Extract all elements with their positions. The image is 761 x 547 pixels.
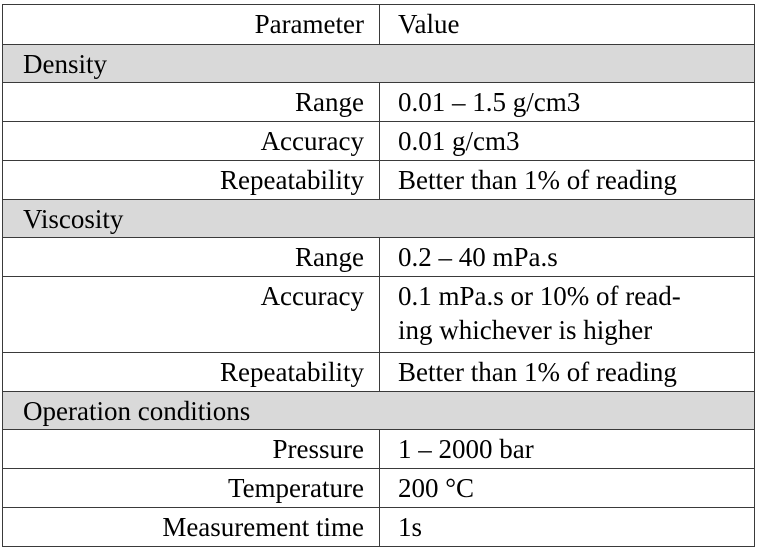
param-cell: Repeatability xyxy=(3,353,380,391)
table-row: Range 0.01 – 1.5 g/cm3 xyxy=(3,82,754,121)
param-cell: Accuracy xyxy=(3,122,380,160)
param-cell: Range xyxy=(3,83,380,121)
section-title: Density xyxy=(23,49,107,79)
header-value: Value xyxy=(398,9,460,39)
value-cell: Better than 1% of reading xyxy=(398,165,677,195)
value-cell: 0.01 – 1.5 g/cm3 xyxy=(398,87,581,117)
specifications-table: Parameter Value Density Range 0.01 – 1.5… xyxy=(2,4,755,547)
param-cell: Temperature xyxy=(3,469,380,507)
section-operation-conditions: Operation conditions xyxy=(3,391,754,429)
header-row: Parameter Value xyxy=(3,5,754,44)
value-cell: 0.01 g/cm3 xyxy=(398,126,520,156)
table-row: Pressure 1 – 2000 bar xyxy=(3,429,754,468)
table-row: Range 0.2 – 40 mPa.s xyxy=(3,237,754,276)
param-cell: Repeatability xyxy=(3,161,380,199)
value-cell: 0.2 – 40 mPa.s xyxy=(398,242,558,272)
section-title: Viscosity xyxy=(23,204,124,234)
param-cell: Accuracy xyxy=(3,277,380,352)
table-row: Measurement time 1s xyxy=(3,507,754,546)
value-cell: Better than 1% of reading xyxy=(398,357,677,387)
param-cell: Pressure xyxy=(3,430,380,468)
value-cell: 0.1 mPa.s or 10% of read- ing whichever … xyxy=(380,277,754,352)
value-cell: 1 – 2000 bar xyxy=(398,434,534,464)
value-cell: 200 °C xyxy=(398,473,475,503)
table-row: Repeatability Better than 1% of reading xyxy=(3,160,754,199)
param-cell: Measurement time xyxy=(3,508,380,546)
table-row: Accuracy 0.1 mPa.s or 10% of read- ing w… xyxy=(3,276,754,352)
header-parameter: Parameter xyxy=(3,5,380,44)
value-line-2: ing whichever is higher xyxy=(398,315,653,345)
value-line-1: 0.1 mPa.s or 10% of read- xyxy=(398,281,681,311)
param-cell: Range xyxy=(3,238,380,276)
table-row: Repeatability Better than 1% of reading xyxy=(3,352,754,391)
section-density: Density xyxy=(3,44,754,82)
table-row: Accuracy 0.01 g/cm3 xyxy=(3,121,754,160)
table-row: Temperature 200 °C xyxy=(3,468,754,507)
section-viscosity: Viscosity xyxy=(3,199,754,237)
value-cell: 1s xyxy=(398,512,423,542)
section-title: Operation conditions xyxy=(23,396,251,426)
